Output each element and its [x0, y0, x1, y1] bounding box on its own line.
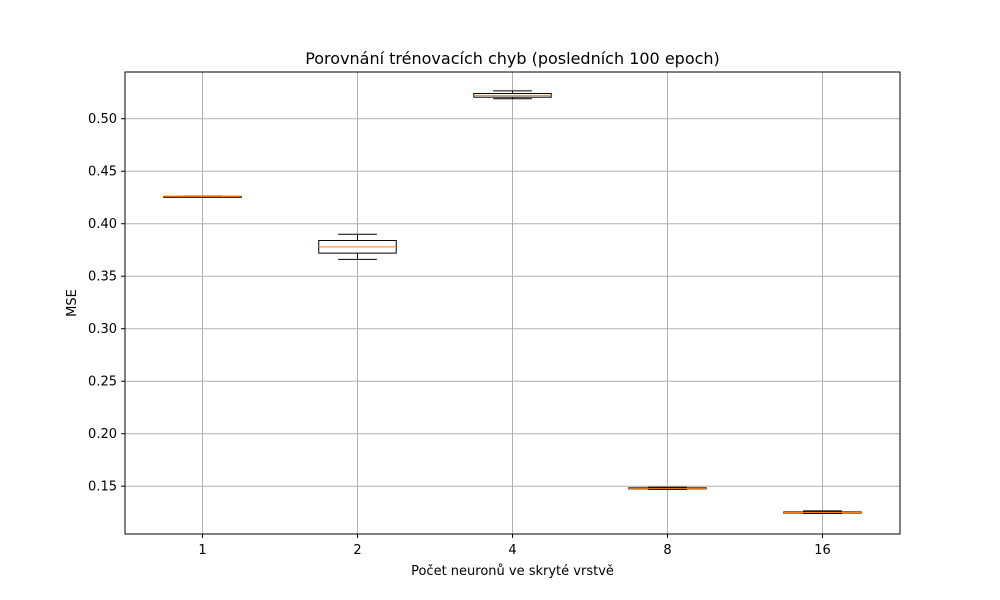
- y-tick-label: 0.20: [88, 427, 117, 442]
- y-tick-label: 0.50: [88, 112, 117, 127]
- axis-ticks: 0.15 0.20 0.25 0.30 0.35 0.40 0.45 0.50 1 2 4 8 16: [88, 112, 831, 558]
- boxes: [163, 90, 862, 515]
- grid: [125, 72, 900, 534]
- box-2: [318, 233, 397, 260]
- x-tick-label: 2: [353, 543, 361, 558]
- y-tick-label: 0.45: [88, 165, 117, 180]
- chart-title: Porovnání trénovacích chyb (posledních 1…: [305, 49, 720, 68]
- box-4: [473, 90, 552, 100]
- y-tick-label: 0.25: [88, 375, 117, 390]
- y-tick-label: 0.15: [88, 480, 117, 495]
- box-1: [163, 195, 242, 198]
- x-tick-label: 16: [814, 543, 831, 558]
- y-tick-label: 0.40: [88, 217, 117, 232]
- y-axis-label: MSE: [65, 289, 80, 317]
- x-axis-label: Počet neuronů ve skryté vrstvě: [411, 564, 614, 579]
- x-tick-label: 4: [508, 543, 516, 558]
- box-16: [783, 510, 862, 515]
- y-tick-label: 0.30: [88, 322, 117, 337]
- x-tick-label: 1: [198, 543, 206, 558]
- y-tick-label: 0.35: [88, 270, 117, 285]
- box-8: [628, 486, 707, 490]
- x-tick-label: 8: [663, 543, 671, 558]
